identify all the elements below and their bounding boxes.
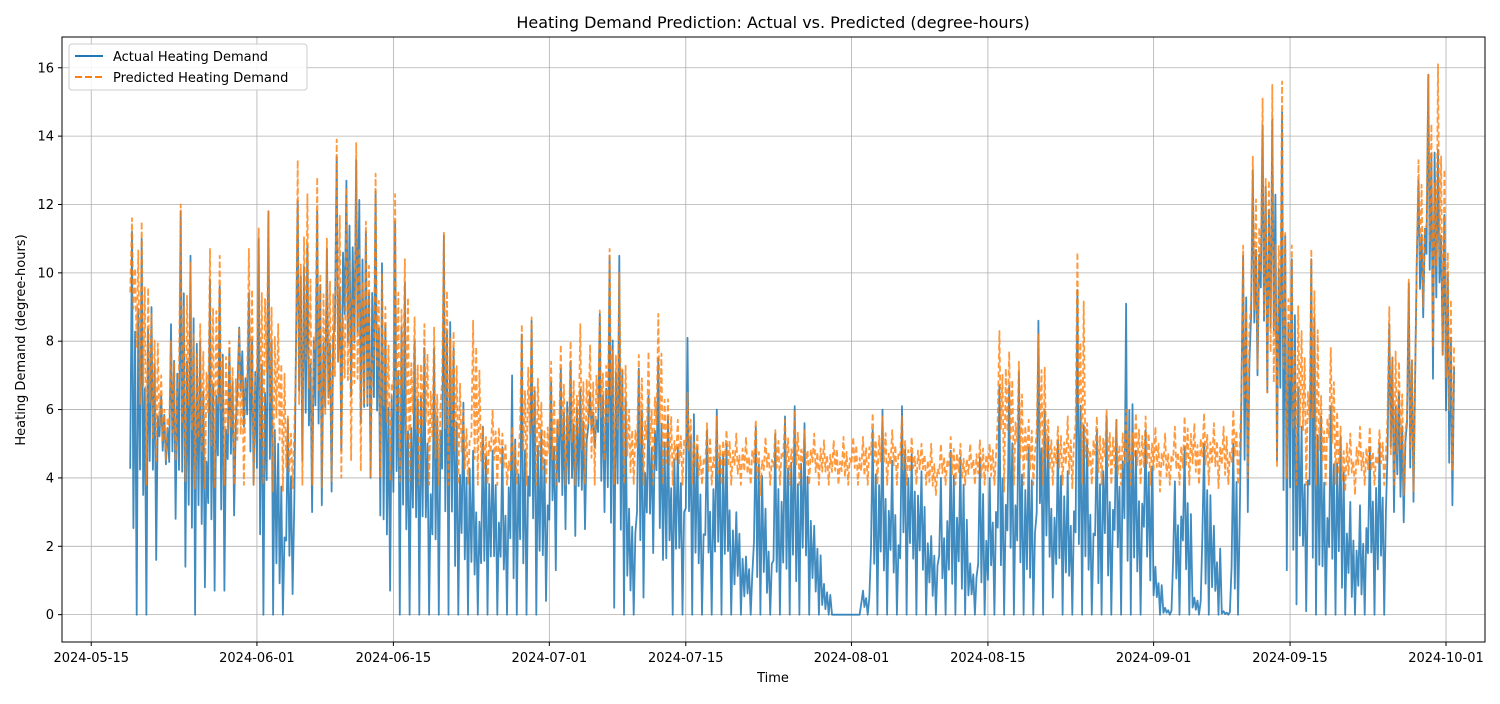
y-tick-label: 4 — [46, 471, 54, 486]
plot-frame — [61, 36, 1486, 643]
x-tick-label: 2024-08-15 — [950, 651, 1026, 666]
series-line-predicted — [129, 63, 1455, 496]
y-tick-label: 14 — [37, 130, 54, 145]
x-tick-label: 2024-05-15 — [53, 651, 129, 666]
x-tick-label: 2024-09-01 — [1116, 651, 1192, 666]
series-group — [129, 63, 1455, 616]
legend-label-predicted: Predicted Heating Demand — [113, 71, 288, 86]
y-tick-label: 6 — [46, 403, 54, 418]
x-tick-label: 2024-07-15 — [648, 651, 724, 666]
y-tick-label: 10 — [37, 266, 54, 281]
y-tick-label: 12 — [37, 198, 54, 213]
x-tick-label: 2024-10-01 — [1408, 651, 1484, 666]
axis-ticks: 0 2 4 6 8 10 12 14 16 2024-05-15 2024-06-01 2024-06… — [37, 61, 1483, 666]
legend-label-actual: Actual Heating Demand — [113, 50, 268, 65]
y-tick-label: 16 — [37, 61, 54, 76]
chart-title: Heating Demand Prediction: Actual vs. Pr… — [516, 13, 1029, 32]
y-tick-label: 2 — [46, 540, 54, 555]
y-tick-label: 8 — [46, 335, 54, 350]
x-tick-label: 2024-09-15 — [1252, 651, 1328, 666]
x-tick-label: 2024-06-15 — [356, 651, 432, 666]
y-tick-label: 0 — [46, 608, 54, 623]
x-tick-label: 2024-06-01 — [219, 651, 295, 666]
x-axis-label: Time — [756, 671, 789, 686]
legend-box — [68, 43, 308, 91]
x-tick-label: 2024-07-01 — [512, 651, 588, 666]
x-tick-label: 2024-08-01 — [814, 651, 890, 666]
y-axis-label: Heating Demand (degree-hours) — [14, 234, 29, 445]
legend: Actual Heating Demand Predicted Heating … — [68, 43, 308, 91]
